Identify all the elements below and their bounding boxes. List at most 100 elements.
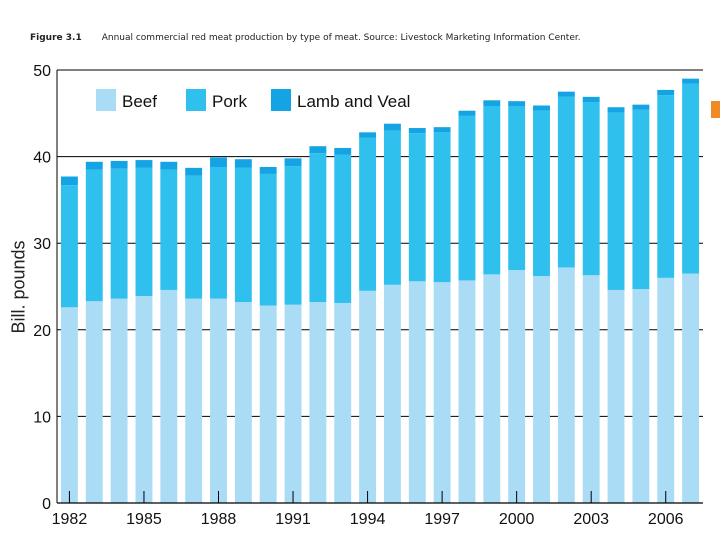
bar-pork-1986 bbox=[160, 169, 178, 290]
bars bbox=[60, 78, 700, 503]
y-tick-label-50: 50 bbox=[33, 63, 51, 80]
bar-beef-1983 bbox=[85, 301, 103, 503]
bar-lamb-and-veal-2006 bbox=[657, 89, 675, 96]
x-tick-label-1985: 1985 bbox=[126, 511, 162, 528]
bar-lamb-and-veal-1982 bbox=[60, 176, 78, 186]
bar-lamb-and-veal-1990 bbox=[259, 166, 277, 174]
figure-caption: Figure 3.1 Annual commercial red meat pro… bbox=[30, 33, 581, 43]
bar-beef-2004 bbox=[607, 289, 625, 503]
legend-label-pork: Pork bbox=[212, 92, 247, 111]
bar-beef-2000 bbox=[508, 270, 526, 503]
bar-lamb-and-veal-1998 bbox=[458, 110, 476, 116]
bar-lamb-and-veal-1989 bbox=[234, 159, 252, 168]
bar-beef-1995 bbox=[383, 284, 401, 503]
bar-pork-1988 bbox=[210, 166, 227, 299]
bar-lamb-and-veal-2005 bbox=[632, 104, 650, 110]
bar-beef-1992 bbox=[309, 302, 327, 503]
y-tick-label-10: 10 bbox=[33, 409, 51, 426]
bar-beef-1994 bbox=[359, 290, 377, 503]
bar-pork-2005 bbox=[632, 109, 650, 290]
bar-beef-2001 bbox=[533, 276, 550, 503]
bar-lamb-and-veal-1983 bbox=[85, 161, 103, 170]
bar-beef-2007 bbox=[682, 273, 700, 503]
bar-lamb-and-veal-1987 bbox=[185, 167, 203, 176]
bar-lamb-and-veal-1996 bbox=[408, 128, 426, 134]
bar-lamb-and-veal-1986 bbox=[160, 161, 178, 170]
bar-lamb-and-veal-1997 bbox=[433, 127, 451, 133]
bar-beef-1989 bbox=[234, 302, 252, 503]
bar-lamb-and-veal-1985 bbox=[135, 160, 153, 168]
legend-label-beef: Beef bbox=[122, 92, 157, 111]
bar-pork-2004 bbox=[607, 112, 625, 290]
grid-lines bbox=[57, 69, 703, 417]
x-tick-label-2006: 2006 bbox=[648, 511, 684, 528]
bar-beef-2005 bbox=[632, 289, 650, 503]
x-tick-label-1994: 1994 bbox=[350, 511, 386, 528]
legend-swatch-lamb-and-veal bbox=[271, 89, 291, 111]
bar-pork-1996 bbox=[408, 133, 426, 282]
bar-lamb-and-veal-1992 bbox=[309, 146, 327, 154]
axes: 0 10 20 30 40 50 1982 1985 1988 1991 1994 1997 2000 2… bbox=[33, 63, 703, 528]
legend: Beef Pork Lamb and Veal bbox=[96, 89, 410, 111]
x-tick-label-1988: 1988 bbox=[201, 511, 237, 528]
bar-beef-2003 bbox=[582, 275, 600, 503]
y-tick-label-0: 0 bbox=[42, 496, 51, 513]
x-tick-label-1982: 1982 bbox=[52, 511, 88, 528]
legend-swatch-pork bbox=[186, 89, 206, 111]
bar-pork-1993 bbox=[334, 154, 352, 303]
bar-beef-1990 bbox=[259, 305, 277, 503]
bar-lamb-and-veal-1991 bbox=[284, 158, 302, 167]
bar-pork-1999 bbox=[483, 106, 501, 275]
bar-lamb-and-veal-2003 bbox=[582, 96, 600, 103]
bar-pork-1985 bbox=[135, 167, 153, 297]
bar-pork-1982 bbox=[60, 185, 78, 308]
bar-pork-2003 bbox=[582, 102, 600, 276]
bar-lamb-and-veal-1994 bbox=[359, 132, 377, 138]
bar-pork-2007 bbox=[682, 83, 700, 274]
bar-beef-1988 bbox=[210, 298, 227, 503]
bar-beef-1997 bbox=[433, 282, 451, 503]
bar-pork-1991 bbox=[284, 166, 302, 305]
x-tick-label-1997: 1997 bbox=[424, 511, 460, 528]
bar-pork-1990 bbox=[259, 173, 277, 306]
bar-beef-1999 bbox=[483, 274, 501, 503]
x-tick-label-1991: 1991 bbox=[275, 511, 311, 528]
orange-tab-marker bbox=[711, 101, 720, 118]
bar-lamb-and-veal-1993 bbox=[334, 147, 352, 155]
bar-pork-1994 bbox=[359, 137, 377, 291]
legend-label-lamb-and-veal: Lamb and Veal bbox=[297, 92, 410, 111]
x-tick-label-2003: 2003 bbox=[573, 511, 609, 528]
bar-beef-1985 bbox=[135, 296, 153, 503]
figure-number: Figure 3.1 bbox=[30, 33, 82, 43]
x-tick-label-2000: 2000 bbox=[499, 511, 535, 528]
bar-pork-1987 bbox=[185, 175, 203, 299]
y-tick-label-40: 40 bbox=[33, 150, 51, 167]
bar-beef-2002 bbox=[557, 267, 575, 503]
bar-beef-1982 bbox=[60, 307, 78, 503]
bar-pork-2000 bbox=[508, 106, 526, 271]
bar-pork-2006 bbox=[657, 95, 675, 278]
bar-lamb-and-veal-2000 bbox=[508, 101, 526, 107]
bar-lamb-and-veal-2001 bbox=[533, 105, 550, 111]
bar-lamb-and-veal-1988 bbox=[210, 157, 227, 167]
bar-lamb-and-veal-1999 bbox=[483, 100, 501, 107]
bar-lamb-and-veal-2007 bbox=[682, 78, 700, 84]
y-tick-label-30: 30 bbox=[33, 236, 51, 253]
bar-lamb-and-veal-2004 bbox=[607, 107, 625, 113]
bar-beef-1984 bbox=[110, 298, 128, 503]
bar-beef-1986 bbox=[160, 289, 178, 503]
legend-swatch-beef bbox=[96, 89, 116, 111]
bar-pork-1983 bbox=[85, 169, 103, 302]
bar-lamb-and-veal-2002 bbox=[557, 91, 575, 97]
figure-caption-text: Annual commercial red meat production by… bbox=[101, 33, 581, 43]
bar-beef-1993 bbox=[334, 302, 352, 503]
bar-pork-1992 bbox=[309, 153, 327, 303]
bar-lamb-and-veal-1995 bbox=[383, 123, 401, 131]
y-tick-label-20: 20 bbox=[33, 323, 51, 340]
bar-pork-1984 bbox=[110, 168, 128, 299]
bar-pork-1997 bbox=[433, 132, 451, 283]
bar-beef-1991 bbox=[284, 304, 302, 503]
bar-pork-1998 bbox=[458, 115, 476, 281]
bar-lamb-and-veal-1984 bbox=[110, 160, 128, 169]
